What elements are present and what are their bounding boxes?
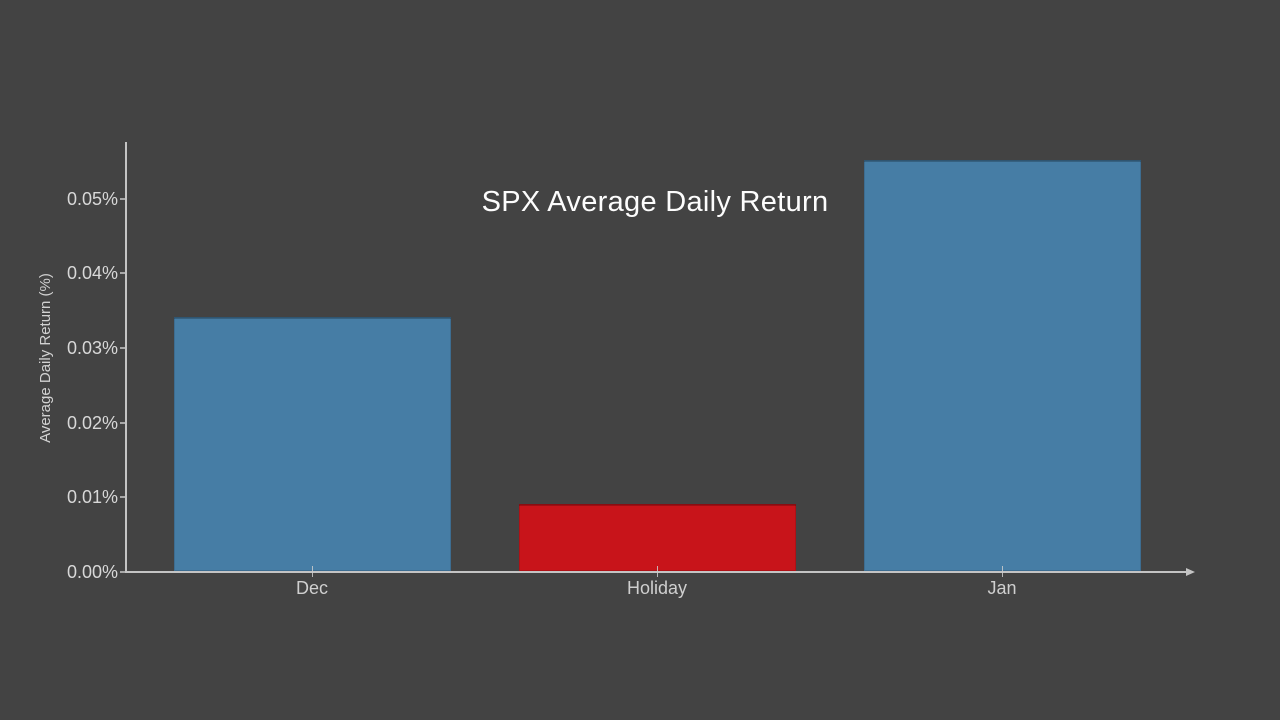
y-tick-label: 0.00%: [66, 562, 118, 582]
bar-jan: [863, 160, 1141, 571]
y-tick-label: 0.04%: [66, 263, 118, 284]
x-tick-label-dec: Dec: [295, 578, 328, 598]
y-tick-mark: [120, 571, 126, 573]
y-tick-label: 0.01%: [66, 487, 118, 508]
bar-holiday: [518, 503, 796, 571]
y-tick-label: 0.03%: [66, 338, 118, 359]
x-tick-mark: [1002, 566, 1003, 577]
x-tick-label-jan: Jan: [987, 578, 1017, 598]
x-tick-mark: [657, 566, 658, 577]
y-tick-label: 0.05%: [66, 188, 118, 209]
y-tick-label: 0.02%: [66, 412, 118, 433]
y-tick-mark: [120, 496, 126, 499]
y-axis-line: [125, 142, 127, 573]
y-tick-mark: [120, 197, 126, 200]
x-tick-mark: [312, 566, 313, 577]
bar-dec: [173, 317, 451, 571]
chart-title: SPX Average Daily Return: [481, 186, 829, 218]
x-axis-arrowhead-icon: [1186, 568, 1195, 576]
y-tick-mark: [120, 272, 126, 275]
y-tick-mark: [120, 421, 126, 424]
x-tick-label-holiday: Holiday: [626, 578, 688, 598]
y-tick-mark: [120, 347, 126, 350]
